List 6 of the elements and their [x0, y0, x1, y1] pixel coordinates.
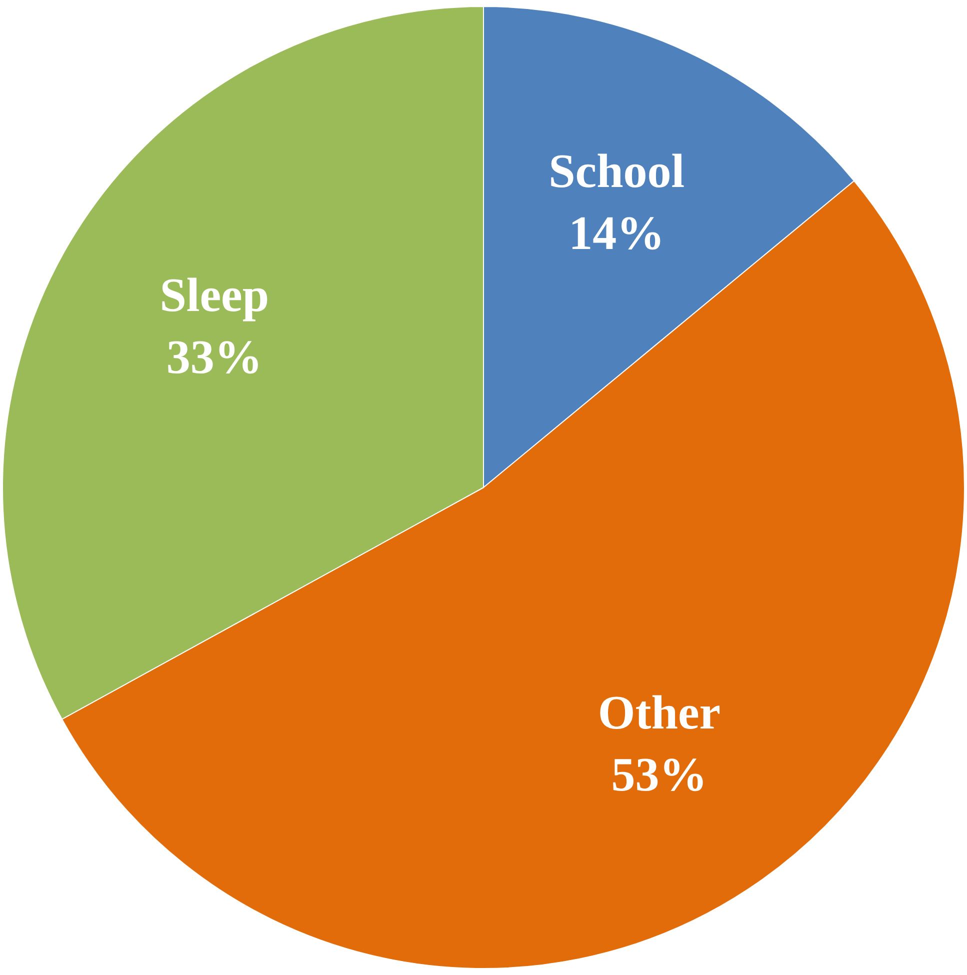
data-label: 14%	[568, 207, 665, 260]
data-label: 53%	[611, 748, 708, 802]
data-label: 33%	[166, 330, 262, 384]
slice-label: Other	[598, 686, 721, 740]
slice-label: Sleep	[160, 268, 270, 322]
slice-label: School	[548, 145, 685, 198]
